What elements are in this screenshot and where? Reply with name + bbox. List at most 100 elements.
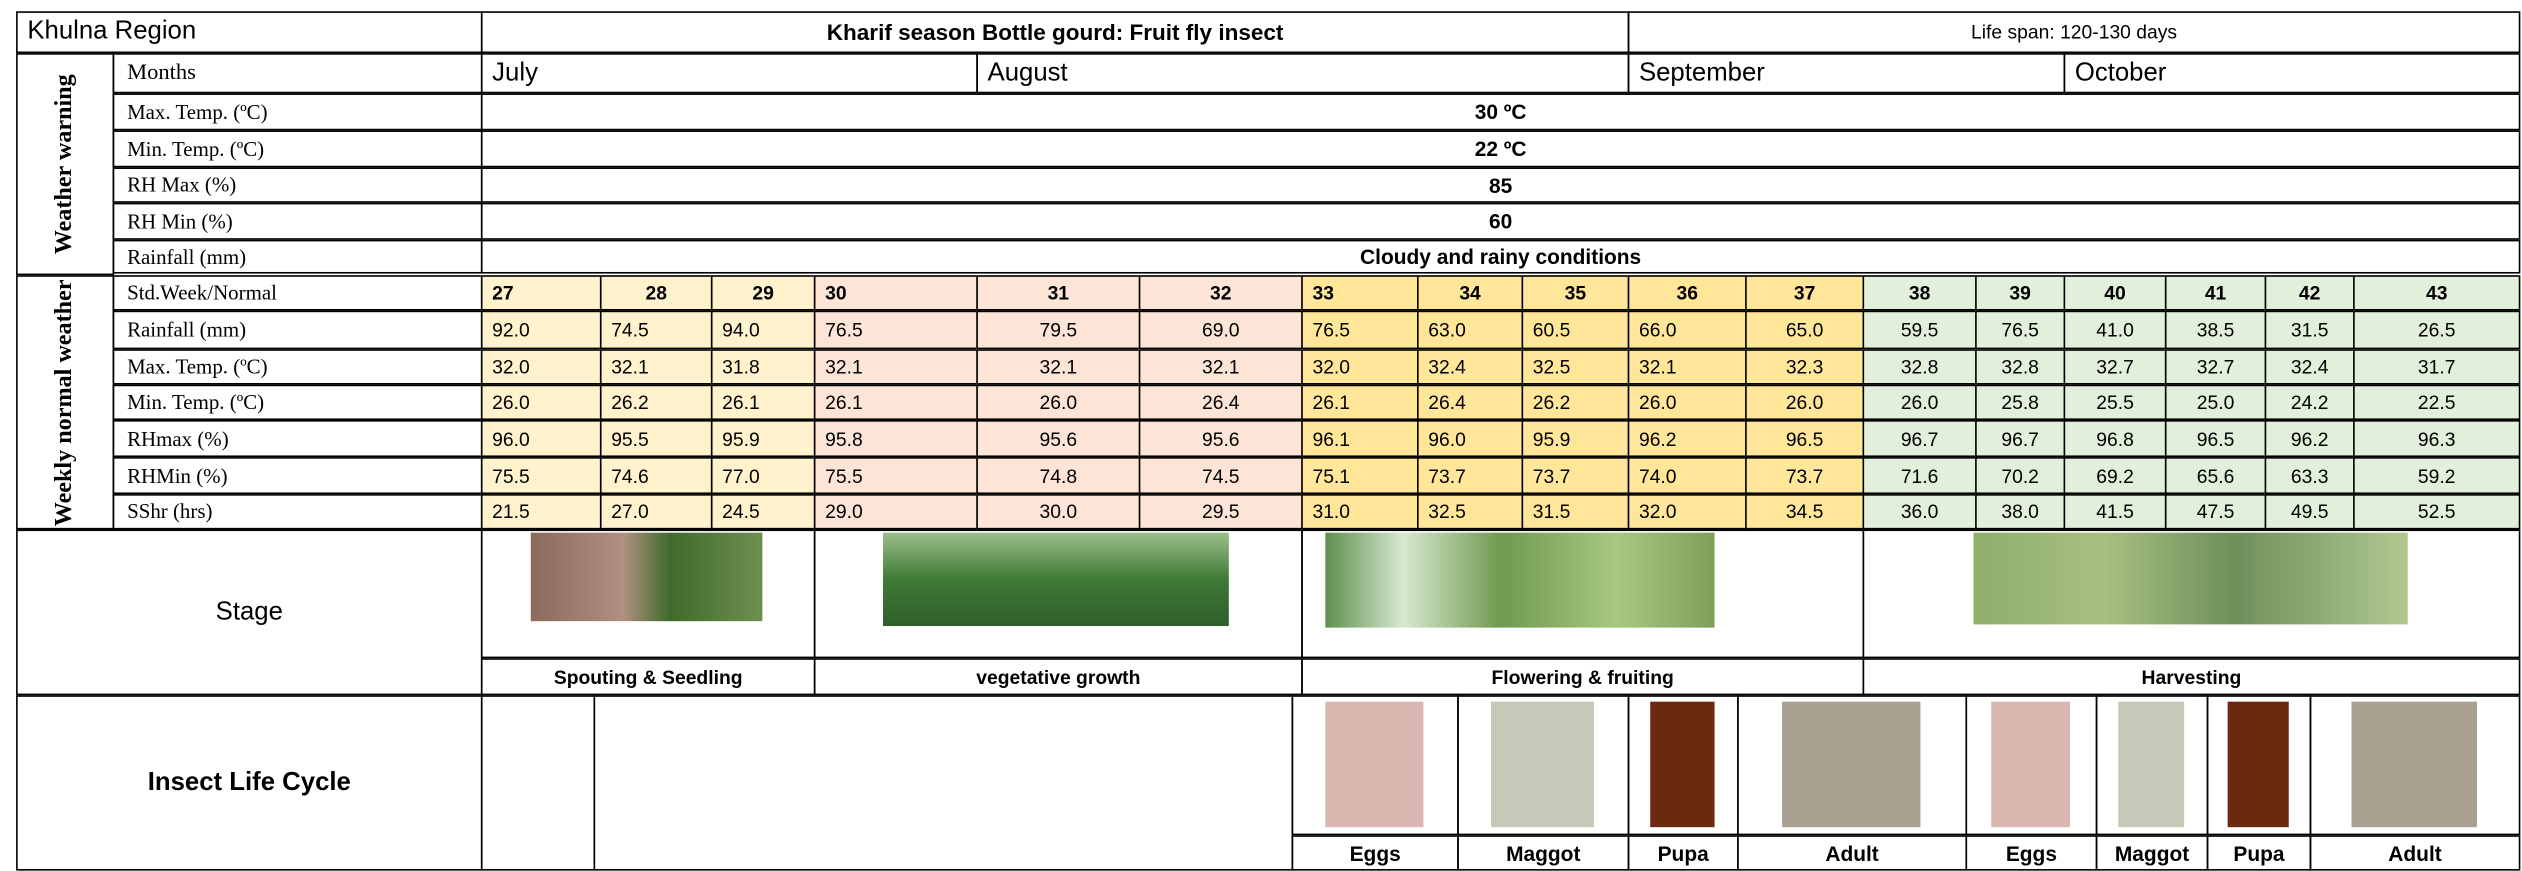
weather-value: 95.6 [976,420,1140,457]
row-label: Rainfall (mm) [113,311,483,350]
weather-value: 95.6 [1139,420,1303,457]
row-label: Months [113,53,483,93]
weather-value: 94.0 [711,311,816,350]
weather-value: 52.5 [2353,494,2520,529]
weather-value: 31.8 [711,349,816,384]
weather-value: 75.5 [814,457,978,494]
weather-value: 26.0 [1863,385,1977,420]
weather-value: 96.5 [2165,420,2266,457]
weather-value: 38.0 [1975,494,2065,529]
weather-value: 96.7 [1975,420,2065,457]
weather-value: 31.7 [2353,349,2520,384]
week-number: 32 [1139,275,1303,310]
weather-value: 26.2 [1522,385,1630,420]
weather-value: 76.5 [1975,311,2065,350]
life-span: Life span: 120-130 days [1628,11,2521,53]
weather-value: 29.5 [1139,494,1303,529]
weather-value: 96.0 [1417,420,1523,457]
insect-photo [2227,702,2289,828]
row-label: Std.Week/Normal [113,275,483,310]
weather-value: 96.7 [1863,420,1977,457]
weather-value: 30.0 [976,494,1140,529]
week-number: 34 [1417,275,1523,310]
weather-value: 92.0 [481,311,602,350]
weather-value: 96.5 [1745,420,1864,457]
week-number: 42 [2265,275,2355,310]
weather-value: 32.3 [1745,349,1864,384]
page: Khulna RegionKharif season Bottle gourd:… [0,0,2522,869]
stage-name: Harvesting [1863,658,2521,695]
weather-value: 32.8 [1863,349,1977,384]
weather-value: 26.1 [1301,385,1418,420]
weather-value: 69.0 [1139,311,1303,350]
row-label: RHMin (%) [113,457,483,494]
weather-value: 32.7 [2064,349,2167,384]
weather-value: 26.0 [1745,385,1864,420]
insect-label: Insect Life Cycle [16,695,482,870]
weather-value: 96.2 [2265,420,2355,457]
weather-value: 63.3 [2265,457,2355,494]
weather-value: 32.1 [1139,349,1303,384]
insect-stage: Adult [2310,835,2521,870]
weather-value: 59.5 [1863,311,1977,350]
week-number: 33 [1301,275,1418,310]
weather-value: 96.3 [2353,420,2520,457]
weather-value: 32.0 [1628,494,1747,529]
warning-value: 30 ºC [481,93,2520,130]
week-number: 36 [1628,275,1747,310]
warning-value: 60 [481,203,2520,240]
weather-value: 31.5 [2265,311,2355,350]
vegetative-photo [883,533,1229,626]
insect-photo [1650,702,1716,828]
weather-value: 96.8 [2064,420,2167,457]
weather-value: 76.5 [1301,311,1418,350]
weather-value: 65.6 [2165,457,2266,494]
weather-value: 25.8 [1975,385,2065,420]
harvest-photo [1974,533,2408,625]
row-label: RH Max (%) [113,167,483,202]
weather-value: 73.7 [1522,457,1630,494]
month: October [2064,53,2521,93]
weather-value: 71.6 [1863,457,1977,494]
seedling-photo [531,533,763,622]
insect-photo [2351,702,2476,828]
weather-value: 38.5 [2165,311,2266,350]
weather-value: 73.7 [1745,457,1864,494]
weather-value: 22.5 [2353,385,2520,420]
weather-value: 32.1 [600,349,713,384]
row-label: Min. Temp. (ºC) [113,130,483,167]
weather-value: 26.4 [1417,385,1523,420]
weather-value: 32.5 [1417,494,1523,529]
insect-stage: Maggot [1457,835,1629,870]
month: September [1628,53,2065,93]
weather-value: 75.5 [481,457,602,494]
insect-stage: Maggot [2096,835,2209,870]
weather-value: 60.5 [1522,311,1630,350]
weather-value: 96.0 [481,420,602,457]
row-label: Min. Temp. (ºC) [113,385,483,420]
weather-value: 26.0 [481,385,602,420]
warning-value: 85 [481,167,2520,202]
weather-value: 31.5 [1522,494,1630,529]
insect-stage: Pupa [1628,835,1739,870]
weather-value: 24.2 [2265,385,2355,420]
week-number: 28 [600,275,713,310]
row-label: RH Min (%) [113,203,483,240]
weather-value: 36.0 [1863,494,1977,529]
month: August [976,53,1629,93]
weather-value: 95.9 [711,420,816,457]
row-label: Max. Temp. (ºC) [113,349,483,384]
stage-label: Stage [16,529,482,695]
weather-value: 31.0 [1301,494,1418,529]
weather-value: 74.5 [600,311,713,350]
weather-value: 26.0 [1628,385,1747,420]
empty-cell [593,695,1293,870]
section-label: Weekly normal weather [16,275,114,529]
weather-value: 59.2 [2353,457,2520,494]
weather-value: 24.5 [711,494,816,529]
insect-photo [1491,702,1593,828]
title: Kharif season Bottle gourd: Fruit fly in… [481,11,1629,53]
weather-value: 65.0 [1745,311,1864,350]
week-number: 40 [2064,275,2167,310]
row-label: RHmax (%) [113,420,483,457]
